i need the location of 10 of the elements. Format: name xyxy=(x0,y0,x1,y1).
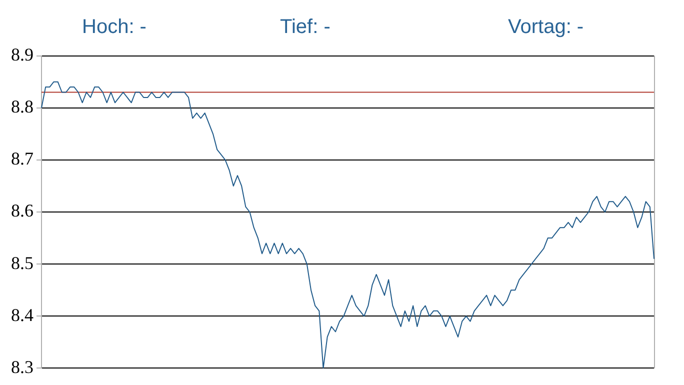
y-tick-label: 8.4 xyxy=(11,304,34,325)
text: Tief: - xyxy=(280,16,330,39)
y-tick-label: 8.7 xyxy=(11,148,34,169)
y-tick-label: 8.3 xyxy=(11,356,34,377)
y-tick-label: 8.6 xyxy=(11,200,34,221)
text: Hoch: - xyxy=(82,16,146,39)
y-tick-label: 8.8 xyxy=(11,96,34,117)
y-tick-label: 8.5 xyxy=(11,252,34,273)
y-tick-label: 8.9 xyxy=(11,44,34,65)
text: Vortag: - xyxy=(508,16,584,39)
